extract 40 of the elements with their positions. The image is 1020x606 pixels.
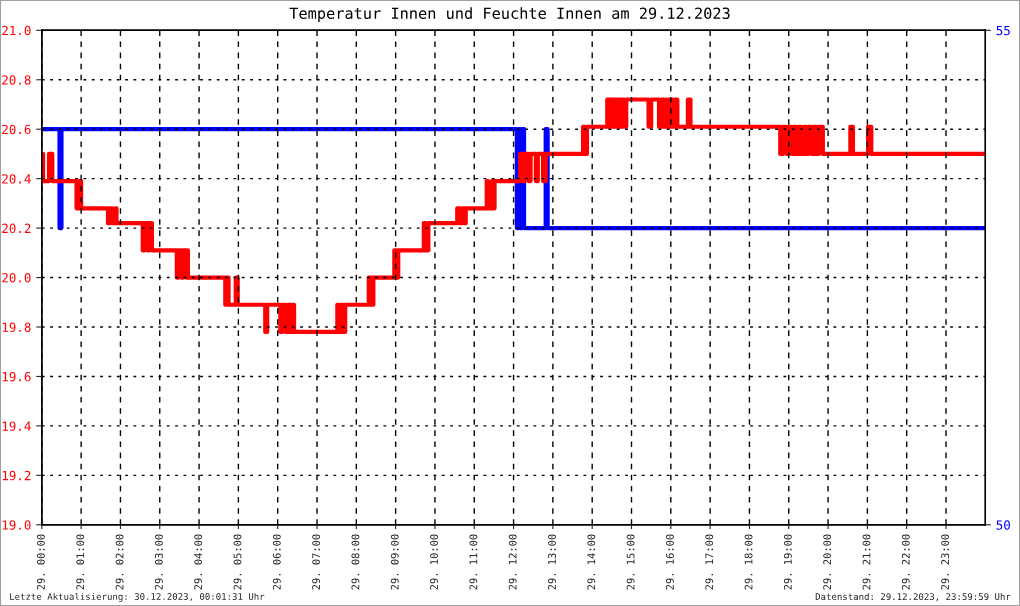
y-tick-label: 19.4 — [2, 421, 31, 431]
y-tick-label: 20.8 — [2, 75, 31, 85]
x-tick-label: 29. 17:00 — [705, 534, 714, 590]
y-tick-label: 20.2 — [2, 223, 31, 234]
x-tick-label: 29. 20:00 — [823, 534, 832, 590]
x-tick-label: 29. 06:00 — [272, 534, 281, 590]
x-tick-label: 29. 02:00 — [115, 534, 124, 590]
y-tick-label: 19.2 — [2, 470, 31, 481]
x-tick-label: 29. 05:00 — [233, 534, 242, 590]
y-tick-label: 19.8 — [2, 322, 31, 332]
x-tick-label: 29. 21:00 — [862, 534, 871, 590]
x-tick-label: 29. 03:00 — [154, 534, 163, 590]
x-tick-label: 29. 08:00 — [351, 534, 360, 590]
y-tick-label: 19.0 — [2, 520, 31, 530]
x-tick-label: 29. 23:00 — [941, 534, 950, 590]
y-tick-label: 20.4 — [2, 174, 31, 184]
x-tick-label: 29. 00:00 — [36, 534, 45, 590]
x-tick-label: 29. 22:00 — [901, 534, 910, 590]
x-tick-label: 29. 16:00 — [665, 534, 674, 590]
chart-title: Temperatur Innen und Feuchte Innen am 29.12.2023 — [289, 7, 730, 22]
y-tick-label: 21.0 — [2, 25, 31, 36]
x-tick-label: 29. 07:00 — [312, 534, 321, 590]
x-tick-label: 29. 09:00 — [390, 534, 399, 590]
x-tick-label: 29. 11:00 — [469, 534, 478, 590]
y-tick-label: 20.6 — [2, 124, 31, 135]
text: Letzte Aktualisierung: 30.12.2023, 00:01:31 Uhr — [10, 592, 265, 602]
x-tick-label: 29. 01:00 — [76, 534, 85, 590]
x-tick-label: 29. 10:00 — [430, 534, 438, 590]
x-tick-label: 29. 12:00 — [508, 534, 517, 590]
y-tick-label: 20.0 — [2, 273, 31, 283]
x-tick-label: 29. 14:00 — [587, 534, 596, 590]
y2-tick-label: 50 — [996, 520, 1010, 530]
x-tick-label: 29. 15:00 — [626, 534, 635, 590]
y-tick-label: 19.6 — [2, 371, 31, 382]
y2-tick-label: 55 — [996, 25, 1010, 36]
x-tick-label: 29. 04:00 — [194, 534, 203, 590]
x-tick-label: 29. 18:00 — [744, 534, 753, 590]
text: Datenstand: 29.12.2023, 23:59:59 Uhr — [815, 593, 1011, 602]
x-tick-label: 29. 19:00 — [783, 534, 792, 590]
x-tick-label: 29. 13:00 — [548, 534, 556, 590]
